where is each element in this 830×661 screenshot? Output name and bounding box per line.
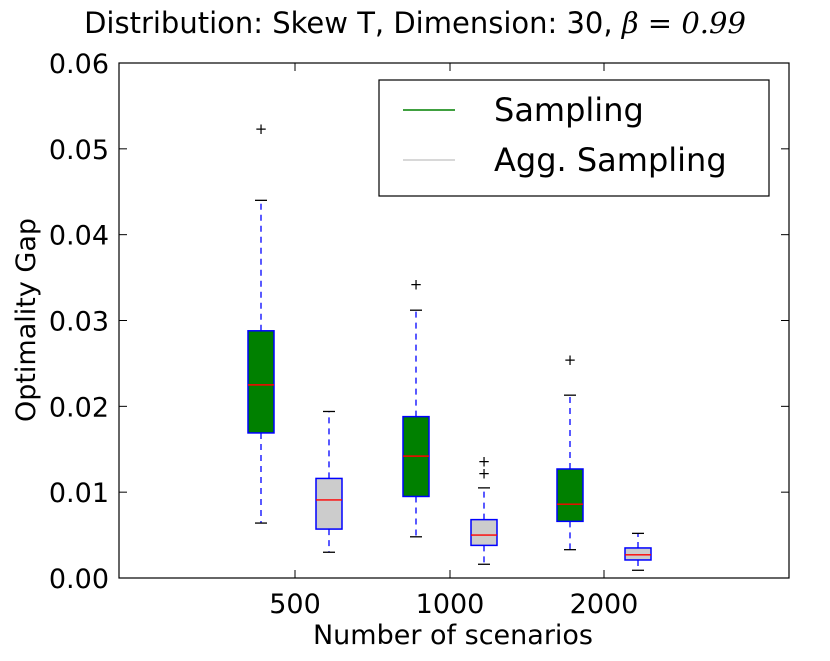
- box-iqr: [470, 518, 498, 547]
- outlier-marker: +: [255, 120, 268, 138]
- y-axis-label: Optimality Gap: [11, 218, 42, 422]
- x-tick-label: 2000: [570, 589, 639, 620]
- box-iqr: [556, 468, 584, 523]
- y-tick-label: 0.04: [49, 221, 109, 252]
- box-iqr: [624, 547, 652, 561]
- chart-title-text: Distribution: Skew T, Dimension: 30,: [84, 6, 622, 40]
- legend-box: [378, 79, 770, 197]
- y-tick-label: 0.02: [49, 392, 109, 423]
- y-tick-label: 0.01: [49, 478, 109, 509]
- outlier-marker: +: [564, 351, 577, 369]
- x-axis-label: Number of scenarios: [313, 620, 593, 651]
- outlier-marker: +: [410, 275, 423, 293]
- y-tick-label: 0.05: [49, 135, 109, 166]
- legend-label: Sampling: [494, 91, 644, 129]
- box-iqr: [315, 477, 343, 530]
- y-tick-label: 0.03: [49, 307, 109, 338]
- chart-title-math: β = 0.99: [621, 6, 746, 40]
- chart-title: Distribution: Skew T, Dimension: 30, β =…: [0, 6, 830, 40]
- outlier-marker: +: [478, 452, 491, 470]
- box-iqr: [247, 330, 275, 434]
- outlier-marker: +: [478, 464, 491, 482]
- y-tick-label: 0.06: [49, 49, 109, 80]
- legend-label: Agg. Sampling: [494, 141, 727, 179]
- y-tick-label: 0.00: [49, 564, 109, 595]
- x-tick-label: 1000: [416, 589, 485, 620]
- x-tick-label: 500: [269, 589, 321, 620]
